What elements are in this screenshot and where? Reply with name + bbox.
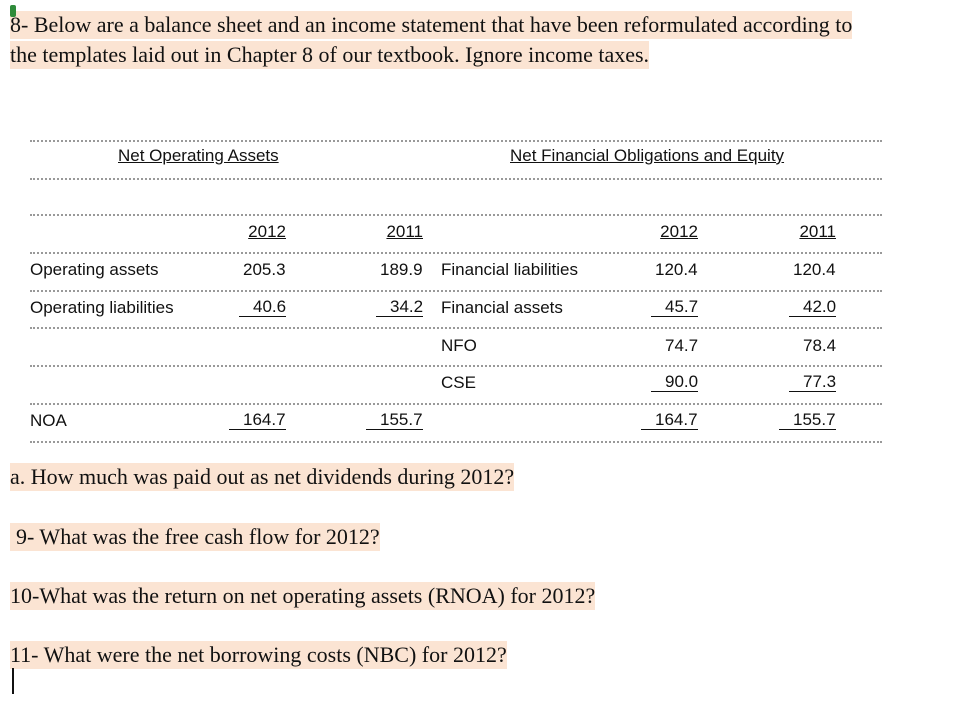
text-cursor-marker	[10, 5, 16, 17]
row-label: Financial assets	[441, 297, 563, 317]
year-header: 2011	[386, 222, 423, 241]
amount: 42.0	[789, 297, 837, 317]
row-label: NOA	[30, 411, 67, 431]
question: 11- What were the net borrowing costs (N…	[10, 641, 507, 669]
row-label: Financial liabilities	[441, 260, 579, 279]
amount: 205.3	[243, 260, 286, 279]
dotted-rule	[30, 403, 882, 405]
amount: 34.2	[376, 297, 424, 317]
question: 9- What was the free cash flow for 2012?	[10, 523, 380, 551]
dotted-rule	[30, 441, 882, 443]
section-header: Net Financial Obligations and Equity	[510, 146, 785, 165]
dotted-rule	[30, 327, 882, 329]
intro-line: the templates laid out in Chapter 8 of o…	[10, 41, 650, 69]
section-header: Net Operating Assets	[118, 146, 279, 165]
amount: 189.9	[380, 260, 423, 279]
dotted-rule	[30, 178, 882, 180]
amount: 40.6	[239, 297, 287, 317]
dotted-rule	[30, 140, 882, 142]
year-header: 2011	[799, 222, 836, 241]
year-header: 2012	[248, 222, 286, 241]
dotted-rule	[30, 214, 882, 216]
dotted-rule	[30, 365, 882, 367]
amount: 45.7	[651, 297, 699, 317]
amount: 164.7	[229, 411, 286, 431]
amount: 90.0	[651, 373, 699, 393]
question: a. How much was paid out as net dividend…	[10, 463, 515, 491]
amount: 77.3	[789, 373, 837, 393]
dotted-rule	[30, 252, 882, 254]
amount: 120.4	[655, 260, 698, 279]
amount: 120.4	[793, 260, 836, 279]
amount: 78.4	[803, 335, 837, 355]
year-header: 2012	[660, 222, 698, 241]
intro-line: 8- Below are a balance sheet and an inco…	[10, 11, 853, 39]
amount: 155.7	[779, 411, 836, 431]
amount: 155.7	[366, 411, 423, 431]
text-cursor	[12, 668, 14, 694]
dotted-rule	[30, 290, 882, 292]
row-label: Operating liabilities	[30, 297, 174, 317]
row-label: NFO	[441, 335, 477, 355]
row-label: CSE	[441, 373, 476, 393]
amount: 164.7	[641, 411, 698, 431]
amount: 74.7	[665, 335, 699, 355]
question: 10-What was the return on net operating …	[10, 582, 596, 610]
row-label: Operating assets	[30, 260, 159, 279]
